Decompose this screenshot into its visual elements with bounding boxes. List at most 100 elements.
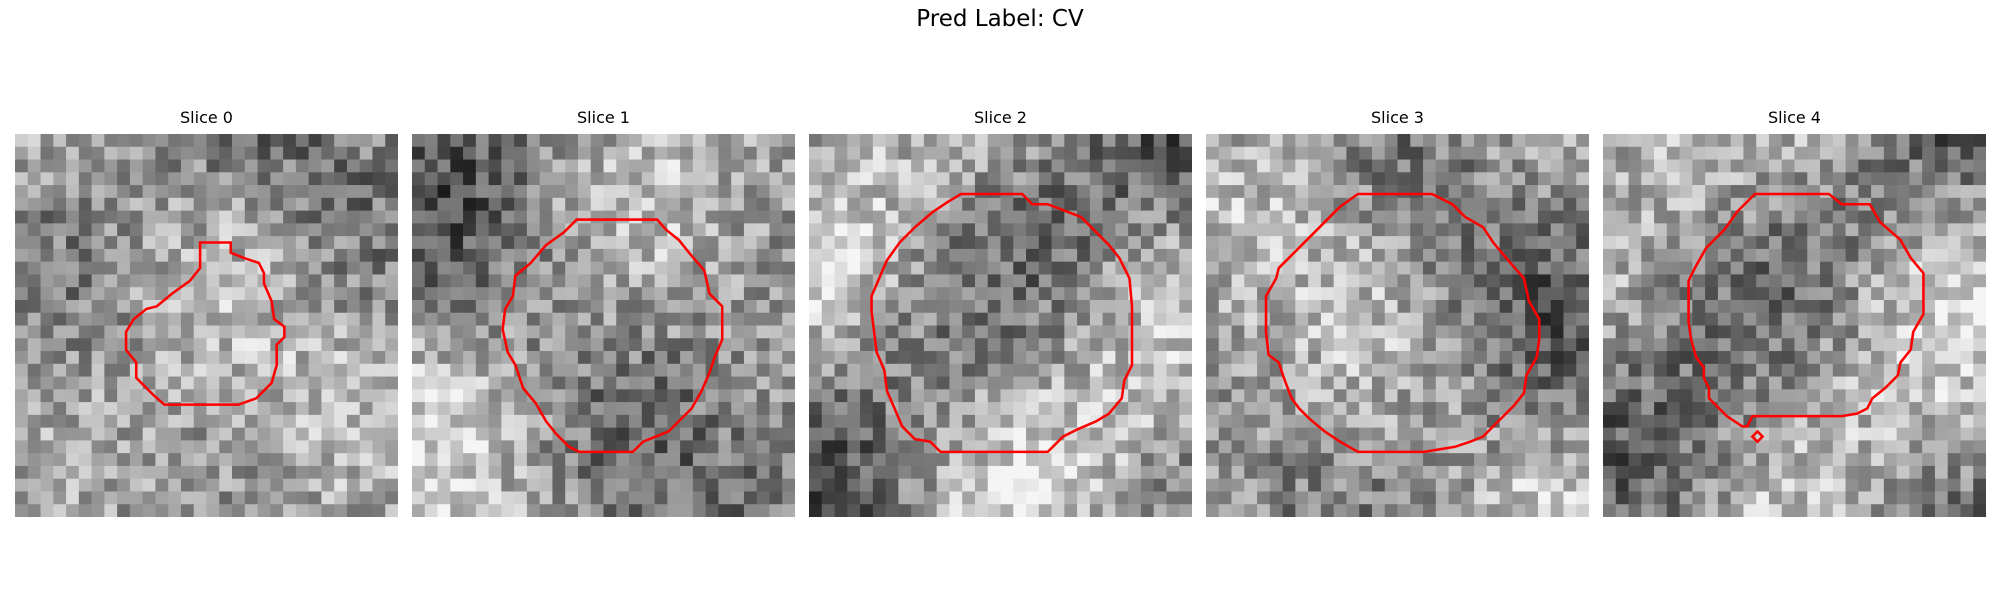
pixel — [629, 261, 643, 275]
pixel — [53, 197, 67, 211]
pixel — [1051, 159, 1065, 173]
pixel — [860, 172, 874, 186]
pixel — [1282, 491, 1296, 505]
pixel — [270, 389, 284, 403]
pixel — [270, 414, 284, 429]
pixel — [1896, 134, 1910, 148]
pixel — [475, 134, 489, 148]
pixel — [756, 325, 770, 339]
pixel — [1115, 197, 1129, 211]
pixel — [1537, 197, 1552, 211]
pixel — [1858, 427, 1872, 441]
pixel — [412, 504, 426, 517]
pixel — [359, 351, 373, 365]
pixel — [1089, 159, 1104, 173]
pixel — [1896, 261, 1910, 275]
pixel — [91, 223, 105, 237]
pixel — [1257, 223, 1271, 237]
pixel — [1448, 197, 1462, 211]
pixel — [1717, 146, 1732, 160]
pixel — [1051, 427, 1065, 441]
pixel — [577, 389, 592, 403]
pixel — [898, 146, 912, 160]
pixel — [1896, 210, 1910, 224]
pixel — [667, 351, 681, 365]
pixel — [974, 287, 989, 301]
pixel — [40, 376, 54, 390]
pixel — [53, 504, 67, 517]
pixel — [834, 414, 848, 429]
pixel — [743, 389, 758, 403]
pixel — [1140, 453, 1155, 467]
pixel — [1038, 363, 1052, 377]
pixel — [1947, 287, 1961, 301]
pixel — [1077, 338, 1091, 352]
pixel — [1641, 146, 1655, 160]
pixel — [1563, 287, 1577, 301]
pixel — [91, 287, 105, 301]
pixel — [834, 172, 848, 186]
pixel — [1692, 172, 1706, 186]
pixel — [1474, 478, 1488, 492]
pixel — [782, 210, 795, 224]
pixel — [346, 312, 361, 326]
slice-title-3: Slice 3 — [1371, 108, 1424, 127]
pixel — [359, 248, 373, 263]
pixel — [1743, 172, 1757, 186]
pixel — [782, 197, 795, 211]
pixel — [1666, 453, 1680, 467]
pixel — [1000, 312, 1014, 326]
pixel — [1832, 146, 1846, 160]
pixel — [1384, 261, 1398, 275]
pixel — [270, 465, 284, 480]
pixel — [1807, 159, 1821, 173]
pixel — [168, 185, 182, 199]
pixel — [104, 261, 118, 275]
segmentation-contour-4-small — [1750, 429, 1765, 444]
pixel — [372, 197, 386, 211]
pixel — [1666, 376, 1680, 390]
pixel — [731, 389, 745, 403]
pixel — [692, 210, 707, 224]
pixel — [1781, 376, 1795, 390]
pixel — [1692, 185, 1706, 199]
pixel — [898, 274, 912, 288]
pixel — [180, 504, 195, 517]
pixel — [1922, 248, 1936, 263]
pixel — [1013, 223, 1027, 237]
pixel — [1883, 504, 1898, 517]
pixel — [27, 402, 41, 416]
pixel — [1153, 287, 1167, 301]
pixel — [463, 402, 477, 416]
pixel — [463, 376, 477, 390]
pixel — [834, 465, 848, 480]
pixel — [1206, 440, 1220, 454]
pixel — [847, 338, 861, 352]
pixel — [1371, 453, 1386, 467]
pixel — [539, 491, 553, 505]
pixel — [1435, 146, 1449, 160]
pixel — [1615, 197, 1629, 211]
pixel — [987, 185, 1001, 199]
pixel — [15, 299, 29, 314]
pixel — [1333, 363, 1347, 377]
pixel — [488, 402, 502, 416]
pixel — [1550, 504, 1564, 517]
pixel — [104, 210, 118, 224]
pixel — [565, 287, 579, 301]
pixel — [1679, 402, 1693, 416]
pixel — [27, 197, 41, 211]
pixel — [437, 210, 451, 224]
pixel — [923, 376, 938, 390]
pixel — [1883, 478, 1898, 492]
pixel — [1781, 299, 1795, 314]
pixel — [232, 312, 246, 326]
pixel — [616, 325, 630, 339]
pixel — [1308, 491, 1322, 505]
pixel — [514, 197, 528, 211]
pixel — [1896, 402, 1910, 416]
pixel — [769, 351, 783, 365]
pixel — [308, 210, 322, 224]
pixel — [1423, 134, 1437, 148]
pixel — [1244, 414, 1258, 429]
